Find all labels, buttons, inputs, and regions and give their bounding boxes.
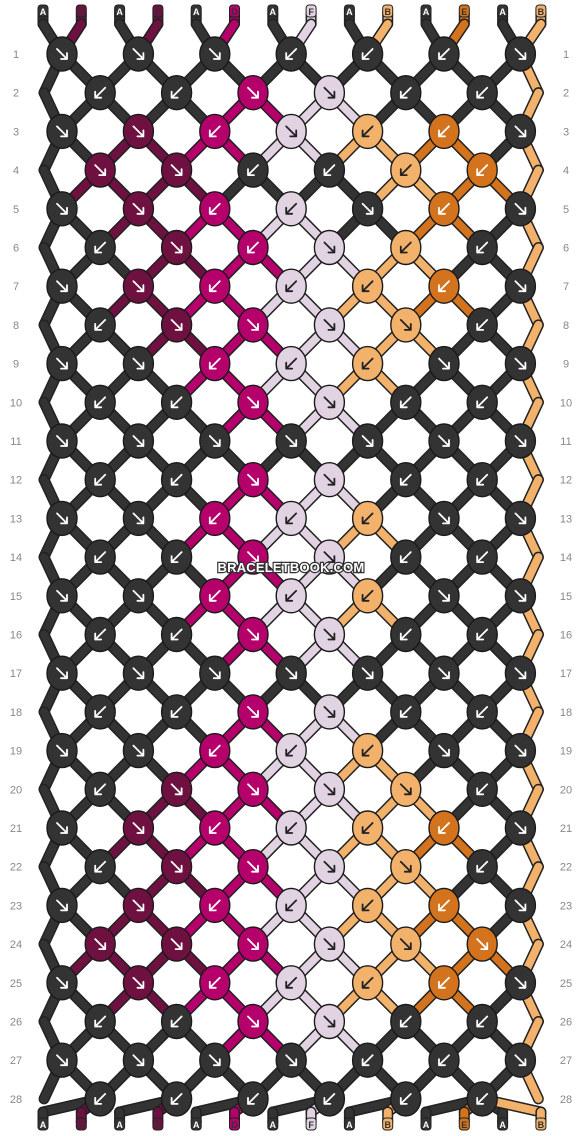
row-number-left: 9 [13, 359, 19, 371]
row-number-right: 28 [560, 1094, 572, 1106]
row-number-right: 20 [560, 784, 572, 796]
row-number-left: 27 [10, 1055, 22, 1067]
row-number-left: 22 [10, 862, 22, 874]
row-number-left: 13 [10, 513, 22, 525]
strand-label-top: A [116, 7, 123, 17]
strand-label-top: A [499, 7, 506, 17]
row-number-left: 25 [10, 978, 22, 990]
strand-label-top: D [231, 7, 238, 17]
strand-label-bottom: A [193, 1120, 200, 1130]
strand-label-top: C [78, 7, 85, 17]
strand-label-top: A [423, 7, 430, 17]
strand-label-top: B [538, 7, 545, 17]
row-number-right: 25 [560, 978, 572, 990]
row-number-right: 19 [560, 746, 572, 758]
row-number-right: 23 [560, 900, 572, 912]
strand-label-bottom: A [116, 1120, 123, 1130]
strand-label-bottom: E [461, 1120, 467, 1130]
strand-label-top: A [193, 7, 200, 17]
row-number-right: 1 [563, 49, 569, 61]
row-number-right: 4 [563, 165, 569, 177]
row-number-right: 26 [560, 1017, 572, 1029]
row-number-left: 2 [13, 88, 19, 100]
strand-label-top: B [384, 7, 391, 17]
row-number-right: 9 [563, 359, 569, 371]
row-number-left: 15 [10, 591, 22, 603]
row-number-right: 27 [560, 1055, 572, 1067]
row-number-left: 23 [10, 900, 22, 912]
strand-label-top: A [270, 7, 277, 17]
row-number-left: 28 [10, 1094, 22, 1106]
strand-label-bottom: A [499, 1120, 506, 1130]
row-number-left: 1 [13, 49, 19, 61]
row-number-right: 7 [563, 281, 569, 293]
row-number-right: 16 [560, 630, 572, 642]
strand-label-top: C [155, 7, 162, 17]
row-number-left: 14 [10, 552, 22, 564]
row-number-right: 12 [560, 475, 572, 487]
row-number-right: 3 [563, 126, 569, 138]
row-number-left: 11 [10, 436, 21, 448]
strand-label-top: A [346, 7, 353, 17]
row-number-left: 3 [13, 126, 19, 138]
row-number-left: 21 [10, 823, 22, 835]
row-number-left: 17 [10, 668, 22, 680]
knot-grid [46, 36, 537, 1117]
row-number-right: 8 [563, 320, 569, 332]
row-number-right: 2 [563, 88, 569, 100]
row-number-right: 13 [560, 513, 572, 525]
strand-label-bottom: A [423, 1120, 430, 1130]
row-number-left: 16 [10, 630, 22, 642]
row-number-left: 20 [10, 784, 22, 796]
strand-label-bottom: A [346, 1120, 353, 1130]
row-number-right: 14 [560, 552, 572, 564]
strand-label-top: A [40, 7, 47, 17]
row-number-right: 15 [560, 591, 572, 603]
row-number-right: 6 [563, 243, 569, 255]
strand-label-bottom: C [78, 1120, 85, 1130]
row-number-left: 12 [10, 475, 22, 487]
row-number-right: 24 [560, 939, 572, 951]
strand-label-top: F [308, 7, 314, 17]
strand-label-bottom: A [40, 1120, 47, 1130]
row-number-left: 10 [10, 397, 22, 409]
row-number-left: 5 [13, 204, 19, 216]
row-number-left: 18 [10, 707, 22, 719]
row-number-right: 18 [560, 707, 572, 719]
row-number-left: 26 [10, 1017, 22, 1029]
strand-label-bottom: A [270, 1120, 277, 1130]
row-number-left: 6 [13, 243, 19, 255]
strand-label-top: E [461, 7, 467, 17]
row-number-right: 11 [560, 436, 571, 448]
row-number-right: 22 [560, 862, 572, 874]
row-number-right: 21 [560, 823, 572, 835]
strand-label-bottom: B [538, 1120, 545, 1130]
strand-label-bottom: B [384, 1120, 391, 1130]
row-number-left: 4 [13, 165, 19, 177]
row-number-right: 5 [563, 204, 569, 216]
strand-label-bottom: C [155, 1120, 162, 1130]
row-number-left: 19 [10, 746, 22, 758]
strand-label-bottom: D [231, 1120, 238, 1130]
row-number-right: 10 [560, 397, 572, 409]
row-number-left: 24 [10, 939, 22, 951]
strand-labels: A C A C A D A F A B A E A B A C A C A D A F A B A E A B [37, 4, 547, 1131]
row-number-left: 7 [13, 281, 19, 293]
strand-label-bottom: F [308, 1120, 314, 1130]
row-number-right: 17 [560, 668, 572, 680]
row-number-left: 8 [13, 320, 19, 332]
watermark: BRACELETBOOK.COM [218, 560, 365, 575]
